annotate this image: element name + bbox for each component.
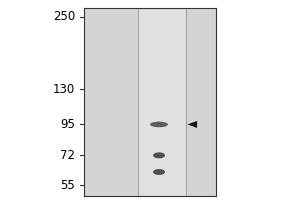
Text: 95: 95 [60,118,75,131]
Text: 130: 130 [53,83,75,96]
Ellipse shape [153,169,165,175]
Bar [138,8,186,196]
Text: 55: 55 [60,179,75,192]
Bar [84,8,216,196]
Text: K562: K562 [144,0,180,3]
Polygon shape [188,121,197,128]
Text: 250: 250 [53,10,75,23]
Text: 72: 72 [60,149,75,162]
Ellipse shape [153,152,165,158]
Ellipse shape [150,122,168,127]
